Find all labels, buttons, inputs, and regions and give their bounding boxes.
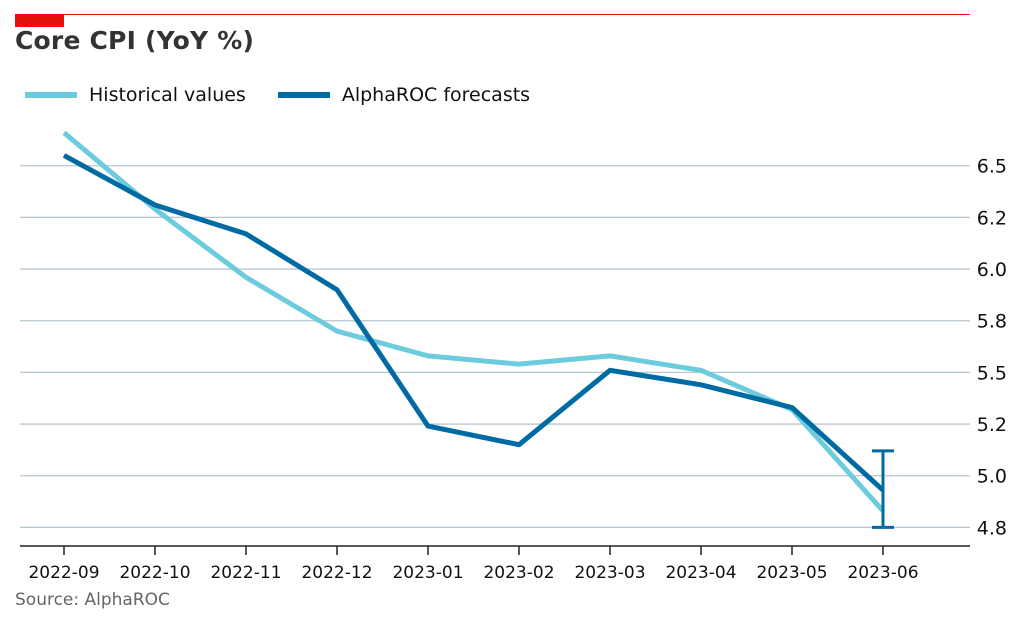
x-tick-label: 2023-04 xyxy=(665,563,736,583)
x-tick-label: 2022-09 xyxy=(28,563,99,583)
top-accent-rule xyxy=(15,14,970,15)
x-tick-label: 2023-06 xyxy=(847,563,918,583)
source-note: Source: AlphaROC xyxy=(15,590,170,610)
legend-label-historical: Historical values xyxy=(89,84,246,106)
legend-swatch-historical xyxy=(25,92,77,98)
chart-title: Core CPI (YoY %) xyxy=(15,26,255,55)
y-tick-label: 5.5 xyxy=(977,362,1007,384)
y-tick-label: 5.0 xyxy=(977,466,1007,488)
historical-series-line xyxy=(62,130,885,513)
y-tick-label: 6.2 xyxy=(977,207,1007,229)
legend-swatch-forecast xyxy=(277,92,330,98)
x-tick-label: 2023-01 xyxy=(392,563,463,583)
y-tick-label: 6.5 xyxy=(977,156,1007,178)
y-tick-label: 5.8 xyxy=(977,311,1007,333)
x-tick-label: 2023-02 xyxy=(483,563,554,583)
x-tick-label: 2023-03 xyxy=(574,563,645,583)
y-tick-label: 5.2 xyxy=(977,414,1007,436)
y-tick-label: 6.0 xyxy=(977,259,1007,281)
forecast-series-line xyxy=(62,153,885,493)
x-tick-label: 2022-11 xyxy=(210,563,281,583)
legend-label-forecast: AlphaROC forecasts xyxy=(341,84,531,106)
x-tick-label: 2023-05 xyxy=(756,563,827,583)
x-tick-label: 2022-10 xyxy=(119,563,190,583)
top-accent-tab xyxy=(15,14,64,27)
x-tick-label: 2022-12 xyxy=(301,563,372,583)
y-tick-label: 4.8 xyxy=(977,517,1007,539)
forecast-error-bar xyxy=(872,449,894,529)
legend-item-historical: Historical values xyxy=(25,84,246,106)
legend-item-forecast: AlphaROC forecasts xyxy=(277,84,531,106)
chart-legend: Historical values AlphaROC forecasts xyxy=(25,84,562,106)
